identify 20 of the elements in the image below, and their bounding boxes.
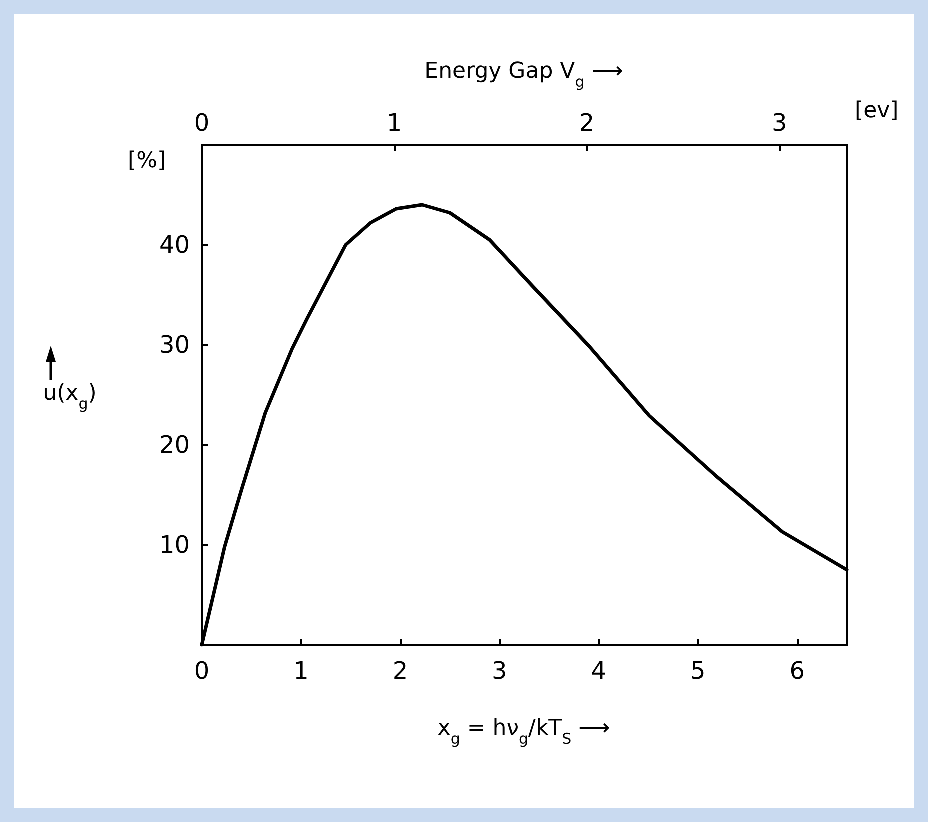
text: [ev] [855,98,899,124]
x-tick-label: 5 [690,657,706,685]
x-tick-label: 2 [392,657,408,685]
x2-tick-label: 3 [772,109,788,137]
x-tick-label: 4 [591,657,607,685]
x-tick-label: 1 [294,657,309,685]
x-tick-label: 3 [492,657,508,685]
x-axis-title: x$_{g}$ = hν$_{g}$/kT$_{S}$ ⟶ [438,716,610,748]
x2-tick-label: 0 [194,109,210,137]
y-axis-title: u(x$_{g}$) [43,381,97,413]
x2-tick-label: 2 [579,109,595,137]
x-tick-label: 6 [790,657,806,685]
y-tick-label: 30 [159,331,190,359]
x2-axis-title: Energy Gap V$_{g}$ ⟶ [424,59,624,91]
x2-tick-label: 1 [386,109,402,137]
y-tick-label: 10 [159,531,190,559]
text: [%] [128,148,166,174]
y-tick-label: 40 [159,231,190,259]
y-tick-label: 20 [159,431,190,459]
x-tick-label: 0 [194,657,210,685]
